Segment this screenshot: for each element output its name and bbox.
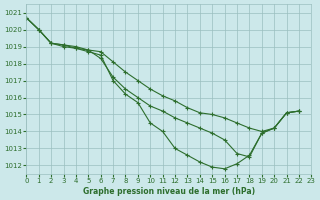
X-axis label: Graphe pression niveau de la mer (hPa): Graphe pression niveau de la mer (hPa) (83, 187, 255, 196)
